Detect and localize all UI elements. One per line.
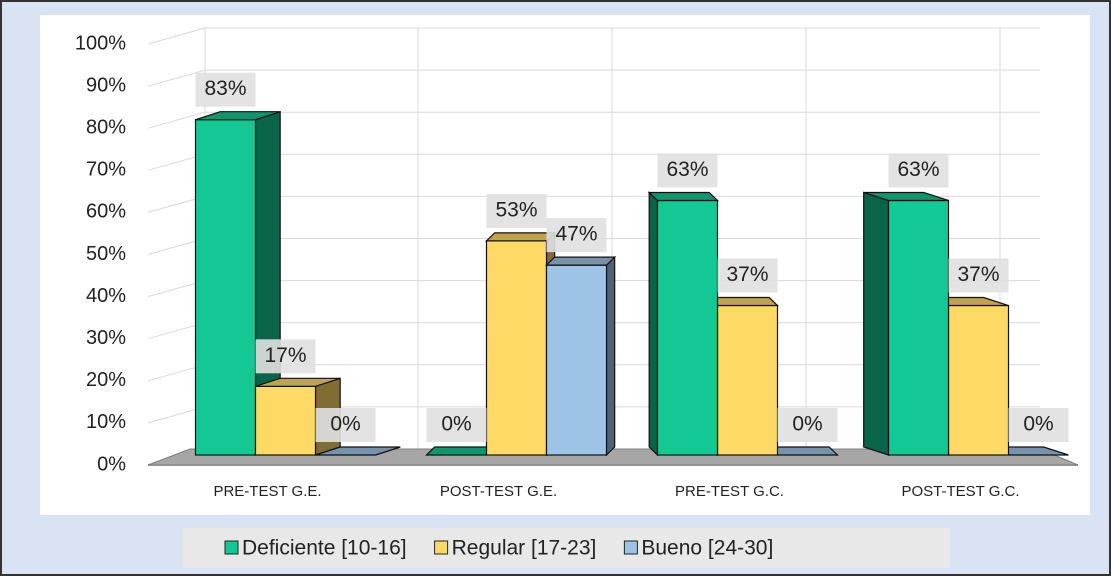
- y-tick-label: 60%: [86, 201, 126, 223]
- data-label: 47%: [555, 223, 597, 246]
- y-tick-label: 30%: [86, 327, 126, 349]
- legend-label: Deficiente [10-16]: [242, 537, 407, 560]
- bar-top: [195, 111, 281, 121]
- data-label-box: [255, 339, 316, 374]
- data-label: 0%: [441, 413, 471, 436]
- legend-swatch: [224, 540, 239, 555]
- y-tick-label: 80%: [86, 116, 126, 138]
- x-tick-label: PRE-TEST G.E.: [213, 483, 321, 500]
- legend-label: Bueno [24-30]: [641, 537, 773, 560]
- bar-top: [707, 296, 779, 307]
- bar-side: [648, 191, 659, 457]
- bar: [485, 231, 557, 457]
- y-tick-label: 100%: [75, 32, 126, 54]
- bar-top: [425, 446, 497, 456]
- data-label: 0%: [330, 413, 360, 436]
- y-tick-label: 70%: [86, 159, 126, 181]
- bar: [707, 296, 779, 457]
- data-label-box: [546, 218, 607, 253]
- data-label: 17%: [264, 344, 306, 367]
- data-label-box: [657, 153, 718, 188]
- y-tick-label: 50%: [86, 243, 126, 265]
- bar: [767, 446, 839, 456]
- y-tick-label: 90%: [86, 74, 126, 96]
- bar-front: [716, 304, 779, 456]
- data-label: 0%: [792, 413, 822, 436]
- bar: [315, 446, 401, 456]
- data-label-box: [717, 258, 778, 293]
- data-label-box: [948, 258, 1009, 293]
- bar: [425, 446, 497, 456]
- bar-top: [647, 191, 719, 202]
- legend-swatch: [623, 540, 638, 555]
- data-label: 53%: [495, 198, 537, 221]
- y-tick-label: 40%: [86, 285, 126, 307]
- y-tick-label: 20%: [86, 369, 126, 391]
- bar-top: [767, 446, 839, 456]
- grid-line: [147, 111, 206, 129]
- x-tick-label: POST-TEST G.C.: [901, 483, 1019, 500]
- data-label: 0%: [1023, 413, 1053, 436]
- data-label-box: [1008, 408, 1069, 442]
- legend-swatch: [434, 540, 449, 555]
- bar-top: [545, 256, 617, 266]
- y-tick-label: 10%: [86, 411, 126, 433]
- bar: [545, 255, 617, 457]
- data-label-box: [888, 153, 949, 188]
- bar-top: [863, 191, 949, 202]
- data-label-box: [426, 408, 487, 442]
- x-tick-label: POST-TEST G.E.: [440, 483, 557, 500]
- bar-front: [194, 119, 257, 456]
- bar: [647, 191, 719, 457]
- bar-front: [656, 199, 719, 456]
- bar-front: [887, 199, 950, 456]
- data-label: 63%: [897, 158, 939, 181]
- data-label-box: [315, 408, 376, 442]
- bar-front: [485, 240, 548, 456]
- bar-front: [947, 304, 1010, 456]
- y-tick-label: 0%: [97, 453, 126, 475]
- x-tick-label: PRE-TEST G.C.: [675, 483, 784, 500]
- bar-top: [485, 232, 557, 242]
- data-label-box: [777, 408, 838, 442]
- bar-side: [863, 191, 890, 456]
- bar-top: [315, 446, 401, 456]
- data-label-box: [486, 193, 547, 228]
- data-label: 37%: [726, 263, 768, 286]
- grid-line: [147, 27, 206, 45]
- data-label: 83%: [204, 77, 246, 100]
- data-label: 37%: [957, 263, 999, 286]
- bar-front: [545, 264, 608, 456]
- bar: [863, 191, 950, 456]
- bar-front: [254, 385, 317, 456]
- bar-side: [605, 255, 616, 457]
- legend-box: [183, 528, 950, 568]
- bar-top: [255, 377, 341, 387]
- data-label: 63%: [666, 158, 708, 181]
- legend-label: Regular [17-23]: [452, 537, 597, 560]
- data-label-box: [195, 72, 256, 107]
